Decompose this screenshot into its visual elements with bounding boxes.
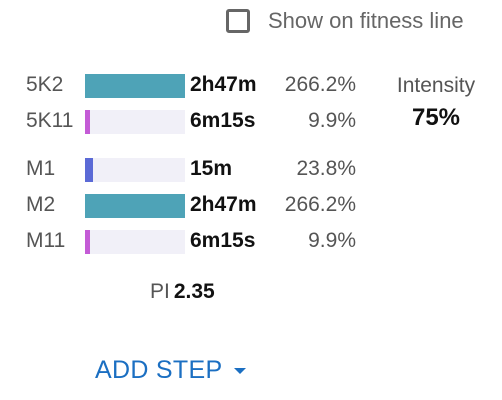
step-percent: 23.8% xyxy=(296,157,356,180)
step-row[interactable]: M1 15m 23.8% xyxy=(26,156,356,184)
step-percent: 266.2% xyxy=(284,193,356,216)
step-percent: 266.2% xyxy=(284,73,356,96)
caret-down-icon[interactable] xyxy=(234,367,247,374)
step-percent: 9.9% xyxy=(308,229,356,252)
step-bar-fill xyxy=(85,194,185,218)
step-row[interactable]: 5K2 2h47m 266.2% xyxy=(26,72,356,100)
pi-readout: PI 2.35 xyxy=(150,280,215,304)
step-bar-track xyxy=(85,158,185,182)
step-bar-fill xyxy=(85,158,93,182)
step-row[interactable]: M2 2h47m 266.2% xyxy=(26,192,356,220)
step-bar-track xyxy=(85,110,185,134)
add-step-button[interactable]: ADD STEP xyxy=(95,356,247,385)
step-row[interactable]: 5K11 6m15s 9.9% xyxy=(26,108,356,136)
step-duration: 2h47m xyxy=(190,193,257,216)
pi-label: PI xyxy=(150,280,170,303)
step-duration: 6m15s xyxy=(190,109,256,132)
step-name: 5K11 xyxy=(26,109,74,132)
intensity-value: 75% xyxy=(411,104,461,131)
step-name: M1 xyxy=(26,157,56,180)
intensity-block: Intensity 75% xyxy=(376,74,496,132)
fitness-line-label[interactable]: Show on fitness line xyxy=(268,8,464,33)
step-name: 5K2 xyxy=(26,73,64,96)
pi-value: 2.35 xyxy=(173,280,215,303)
step-duration: 2h47m xyxy=(190,73,257,96)
step-duration: 6m15s xyxy=(190,229,256,252)
step-bar-track xyxy=(85,194,185,218)
step-bar-track xyxy=(85,230,185,254)
step-bar-fill xyxy=(85,110,90,134)
intensity-label: Intensity xyxy=(396,74,476,97)
step-duration: 15m xyxy=(190,157,233,180)
step-name: M2 xyxy=(26,193,56,216)
step-name: M11 xyxy=(26,229,66,252)
step-bar-fill xyxy=(85,230,90,254)
step-row[interactable]: M11 6m15s 9.9% xyxy=(26,228,356,256)
show-on-fitness-line-toggle[interactable]: Show on fitness line xyxy=(226,8,464,34)
step-bar-fill xyxy=(85,74,185,98)
step-percent: 9.9% xyxy=(308,109,356,132)
fitness-line-checkbox[interactable] xyxy=(226,9,250,33)
step-bar-track xyxy=(85,74,185,98)
add-step-label[interactable]: ADD STEP xyxy=(95,356,223,384)
